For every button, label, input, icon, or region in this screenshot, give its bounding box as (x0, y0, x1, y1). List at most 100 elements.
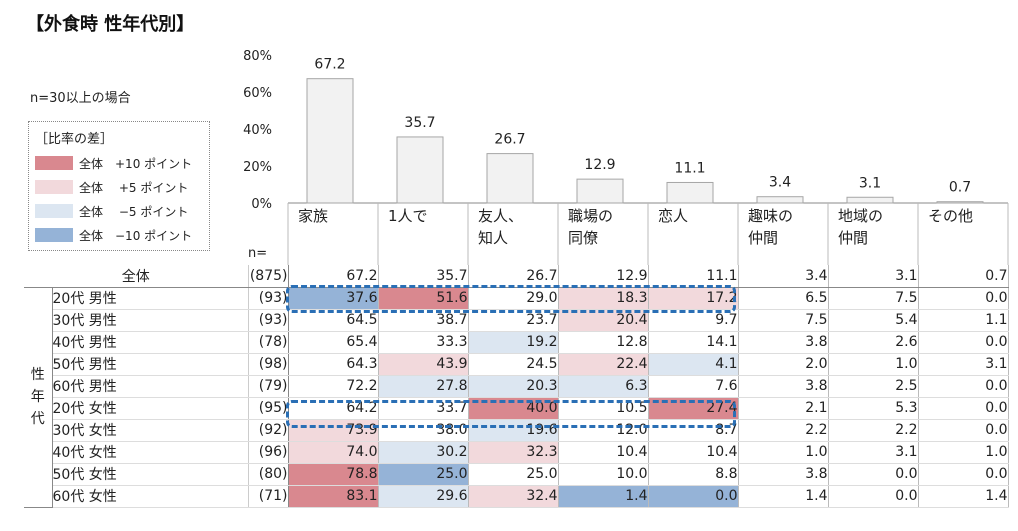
table-cell: 0.0 (918, 331, 1009, 354)
table-cell: 2.0 (738, 353, 829, 376)
table-cell: 19.2 (468, 331, 559, 354)
category-label: その他 (928, 207, 974, 225)
bar-value-label: 0.7 (949, 180, 971, 196)
table-cell: 29.0 (468, 287, 559, 310)
table-cell: 23.7 (468, 309, 559, 332)
table-cell: 1.4 (558, 485, 649, 508)
table-cell: 0.0 (918, 375, 1009, 398)
row-label: 30代 男性 (52, 309, 249, 332)
bar-value-label: 26.7 (494, 132, 525, 148)
table-cell: 1.0 (918, 441, 1009, 464)
legend-title: ［比率の差］ (35, 132, 114, 147)
table-cell: 72.2 (288, 375, 379, 398)
table-cell: 3.1 (828, 441, 919, 464)
legend-label: 全体 −5 ポイント (79, 205, 189, 219)
table-cell: 3.8 (738, 331, 829, 354)
table-cell: 7.5 (828, 287, 919, 310)
row-n: (92) (248, 419, 289, 442)
table-cell: 10.4 (648, 441, 739, 464)
table-cell: 5.3 (828, 397, 919, 420)
table-cell: 1.0 (738, 441, 829, 464)
table-row: 性年代 20代 男性 (93) 37.6 51.6 29.0 18.3 17.2 6.5 7.5 0… (24, 287, 1009, 508)
bar (396, 136, 444, 204)
bar (486, 153, 534, 204)
table-cell: 2.2 (828, 419, 919, 442)
table-cell: 9.7 (648, 309, 739, 332)
row-label: 40代 女性 (52, 441, 249, 464)
table-cell: 30.2 (378, 441, 469, 464)
row-n: (98) (248, 353, 289, 376)
table-cell: 20.4 (558, 309, 649, 332)
table-cell: 3.1 (918, 353, 1009, 376)
table-cell: 5.4 (828, 309, 919, 332)
table-cell: 27.8 (378, 375, 469, 398)
table-cell: 26.7 (468, 265, 559, 288)
category-label: 家族 (298, 207, 329, 225)
table-row: 50代 女性 (80) 78.8 25.0 25.0 10.0 8.8 3.8 0.0 0.0 (24, 463, 1009, 486)
row-n: (96) (248, 441, 289, 464)
y-tick-label: 40% (243, 123, 272, 138)
table-cell: 2.6 (828, 331, 919, 354)
table-row: 40代 女性 (96) 74.0 30.2 32.3 10.4 10.4 1.0 3.1 1.0 (24, 441, 1009, 464)
table-cell: 7.6 (648, 375, 739, 398)
row-n: (80) (248, 463, 289, 486)
legend: ［比率の差］ 全体 +10 ポイント 全体 +5 ポイント 全体 −5 ポイント… (28, 121, 210, 251)
row-label: 50代 男性 (52, 353, 249, 376)
highlight-20s-male (286, 285, 736, 313)
table-cell: 38.7 (378, 309, 469, 332)
table-cell: 6.3 (558, 375, 649, 398)
row-label: 50代 女性 (52, 463, 249, 486)
bar-value-label: 3.4 (769, 175, 791, 191)
row-label: 60代 女性 (52, 485, 249, 508)
table-cell: 22.4 (558, 353, 649, 376)
table-cell: 8.8 (648, 463, 739, 486)
table-row: 50代 男性 (98) 64.3 43.9 24.5 22.4 4.1 2.0 1.0 3.1 (24, 353, 1009, 376)
category-label: 地域の 仲間 (838, 207, 884, 247)
table-cell: 0.0 (918, 287, 1009, 310)
table-cell: 0.0 (918, 397, 1009, 420)
table-cell: 32.4 (468, 485, 559, 508)
y-tick-label: 0% (251, 197, 272, 212)
row-n: (875) (248, 265, 289, 288)
table-cell: 2.2 (738, 419, 829, 442)
category-label: 趣味の 仲間 (748, 207, 794, 247)
table-cell: 0.7 (918, 265, 1009, 288)
table-cell: 32.3 (468, 441, 559, 464)
table-cell: 14.1 (648, 331, 739, 354)
table-row-total: 全体 (875) 67.2 35.7 26.7 12.9 11.1 3.4 3.1 0.7 (24, 265, 1009, 288)
data-table: 全体 (875) 67.2 35.7 26.7 12.9 11.1 3.4 3.1 0.7 性年代 2… (24, 265, 1009, 508)
sample-note: n=30以上の場合 (30, 91, 131, 106)
legend-item-plus5: 全体 +5 ポイント (35, 178, 207, 196)
table-cell: 51.6 (378, 287, 469, 310)
table-cell: 0.0 (918, 463, 1009, 486)
table-cell: 83.1 (288, 485, 379, 508)
legend-item-minus5: 全体 −5 ポイント (35, 202, 207, 220)
group-label: 性年代 (24, 287, 53, 508)
table-cell: 2.1 (738, 397, 829, 420)
legend-label: 全体 −10 ポイント (79, 229, 193, 243)
table-cell: 10.4 (558, 441, 649, 464)
table-cell: 1.1 (918, 309, 1009, 332)
table-cell: 64.3 (288, 353, 379, 376)
table-cell: 0.0 (918, 419, 1009, 442)
table-cell: 0.0 (648, 485, 739, 508)
table-cell: 29.6 (378, 485, 469, 508)
bar-value-label: 3.1 (859, 175, 881, 191)
legend-swatch (35, 156, 73, 170)
table-cell: 78.8 (288, 463, 379, 486)
table-cell: 1.4 (738, 485, 829, 508)
table-cell: 18.3 (558, 287, 649, 310)
table-cell: 6.5 (738, 287, 829, 310)
highlight-20s-female (286, 400, 736, 428)
y-tick-label: 20% (243, 160, 272, 175)
row-n: (93) (248, 287, 289, 310)
bar (756, 196, 804, 204)
table-cell: 10.0 (558, 463, 649, 486)
table-cell: 1.4 (918, 485, 1009, 508)
category-label: 1人で (388, 207, 428, 225)
row-n: (71) (248, 485, 289, 508)
table-cell: 33.3 (378, 331, 469, 354)
table-cell: 67.2 (288, 265, 379, 288)
legend-item-minus10: 全体 −10 ポイント (35, 226, 207, 244)
legend-swatch (35, 180, 73, 194)
